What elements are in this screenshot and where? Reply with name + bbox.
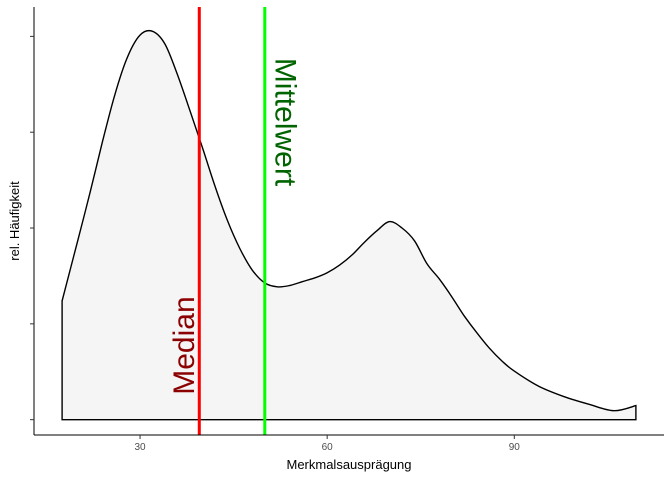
x-tick-label-1: 60 (322, 442, 334, 453)
x-axis-title: Merkmalsausprägung (286, 457, 411, 472)
x-tick-label-2: 90 (509, 442, 521, 453)
annotation-label-1: Mittelwert (268, 58, 301, 187)
x-tick-label-0: 30 (134, 442, 146, 453)
density-area (61, 29, 637, 421)
y-axis-title: rel. Häufigkeit (7, 181, 22, 261)
annotation-label-0: Median (168, 296, 201, 394)
plot-area: Median Mittelwert (61, 7, 637, 435)
axes: 30 60 90 (30, 7, 664, 453)
